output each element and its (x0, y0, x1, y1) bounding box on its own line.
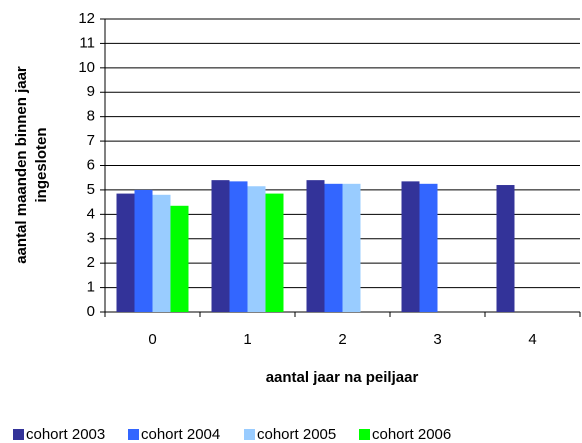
y-tick-label: 4 (87, 205, 95, 222)
x-tick-label: 1 (243, 331, 251, 348)
x-axis-label: aantal jaar na peiljaar (266, 369, 419, 386)
bar (324, 183, 343, 312)
y-tick-label: 8 (87, 108, 95, 125)
y-tick-label: 7 (87, 132, 95, 149)
bar (419, 183, 438, 312)
bar (306, 180, 325, 312)
bar (170, 205, 189, 312)
bar (265, 193, 284, 312)
y-tick-label: 12 (78, 10, 95, 27)
bar (211, 180, 230, 312)
legend-label: cohort 2006 (372, 426, 451, 443)
legend-swatch (13, 429, 24, 440)
y-tick-label: 3 (87, 230, 95, 247)
bar (342, 183, 361, 312)
x-tick-label: 4 (528, 331, 536, 348)
y-axis-label: ingesloten (33, 127, 50, 202)
y-tick-label: 11 (79, 34, 95, 51)
y-tick-label: 6 (87, 156, 95, 173)
legend-label: cohort 2003 (26, 426, 105, 443)
x-tick-label: 0 (148, 331, 156, 348)
bar (496, 185, 515, 312)
y-axis-label: aantal maanden binnen jaar (13, 66, 30, 264)
x-tick-label: 2 (338, 331, 346, 348)
bar (116, 193, 135, 312)
legend-label: cohort 2005 (257, 426, 336, 443)
bar (401, 181, 420, 312)
legend-label: cohort 2004 (141, 426, 220, 443)
y-tick-label: 5 (87, 181, 95, 198)
bar (229, 181, 248, 312)
legend-swatch (244, 429, 255, 440)
legend-swatch (359, 429, 370, 440)
bar (247, 186, 266, 312)
y-tick-label: 1 (87, 279, 95, 296)
y-tick-label: 9 (87, 83, 95, 100)
bar (134, 189, 153, 312)
y-tick-label: 0 (87, 303, 95, 320)
y-tick-label: 10 (78, 59, 95, 76)
x-tick-label: 3 (433, 331, 441, 348)
bar (152, 194, 171, 312)
y-tick-label: 2 (87, 254, 95, 271)
legend-swatch (128, 429, 139, 440)
